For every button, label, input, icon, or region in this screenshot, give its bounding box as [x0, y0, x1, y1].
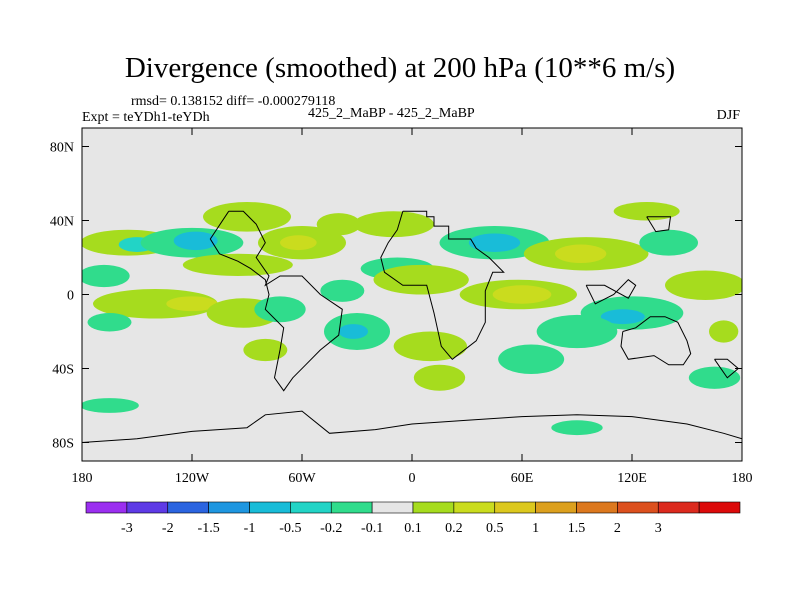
- contour-region: [665, 270, 742, 301]
- x-tick-label: 60W: [288, 471, 316, 486]
- colorbar-swatch: [617, 501, 659, 514]
- colorbar: -3 -2 -1.5 -1 -0.5 -0.2 -0.1 0.1 0.2 0.5 1 1.5 2 3: [85, 501, 741, 536]
- colorbar-label: 1.5: [568, 521, 586, 536]
- contour-region: [551, 420, 603, 436]
- colorbar-swatch: [330, 501, 373, 514]
- colorbar-label: -0.1: [361, 521, 383, 536]
- contour-region: [536, 314, 618, 349]
- stats-line: rmsd= 0.138152 diff= -0.000279118: [131, 94, 336, 109]
- colorbar-label: 3: [655, 521, 662, 536]
- contour-region: [709, 320, 739, 343]
- colorbar-swatch: [453, 501, 496, 514]
- contour-region: [182, 253, 293, 276]
- colorbar-label: 0.5: [486, 521, 504, 536]
- coastline: [209, 210, 343, 392]
- x-axis: 180 120W 60W 0 60E 120E 180: [72, 128, 753, 486]
- x-tick-label: 180: [732, 471, 753, 486]
- colorbar-label: -1.5: [198, 521, 220, 536]
- colorbar-swatch: [412, 501, 455, 514]
- colorbar-label: 0.2: [445, 521, 463, 536]
- contour-region: [82, 264, 130, 288]
- colorbar-swatch: [698, 501, 741, 514]
- y-tick-label: 0: [67, 289, 74, 304]
- coastline: [82, 410, 742, 443]
- contour-region: [173, 231, 218, 251]
- experiment-label: Expt = teYDh1-teYDh: [82, 110, 210, 125]
- contour-region: [87, 313, 132, 332]
- contour-region: [498, 344, 565, 375]
- colorbar-label: 2: [614, 521, 621, 536]
- colorbar-swatch: [208, 501, 250, 514]
- contour-region: [373, 264, 469, 295]
- y-tick-label: 80S: [52, 437, 74, 452]
- contour-region: [254, 296, 306, 323]
- contour-region: [555, 244, 607, 264]
- contour-region: [468, 233, 521, 252]
- y-axis: 80N 40N 0 40S 80S: [50, 141, 742, 452]
- coastline: [380, 210, 505, 360]
- colorbar-label: -3: [121, 521, 133, 536]
- coastline: [646, 216, 672, 233]
- x-tick-label: 120W: [175, 471, 210, 486]
- y-tick-label: 80N: [50, 141, 74, 156]
- colorbar-label: -2: [162, 521, 174, 536]
- colorbar-swatch: [576, 501, 618, 514]
- colorbar-label: -0.2: [320, 521, 342, 536]
- contour-region: [688, 366, 741, 389]
- contour-region: [393, 331, 468, 362]
- colorbar-swatch: [249, 501, 291, 514]
- coastline: [620, 316, 692, 366]
- run-label: 425_2_MaBP - 425_2_MaBP: [308, 106, 475, 121]
- contour-region: [93, 288, 218, 319]
- contour-region: [280, 235, 317, 251]
- chart-title: Divergence (smoothed) at 200 hPa (10**6 …: [124, 52, 676, 84]
- colorbar-swatch: [126, 501, 169, 514]
- season-label: DJF: [716, 108, 740, 123]
- contour-region: [82, 398, 139, 413]
- colorbar-swatch: [85, 501, 128, 514]
- colorbar-label: -1: [244, 521, 256, 536]
- contour-region: [600, 309, 645, 325]
- contour-region: [639, 229, 699, 256]
- colorbar-swatch: [290, 501, 332, 514]
- x-tick-label: 120E: [617, 471, 647, 486]
- colorbar-swatch: [371, 501, 414, 514]
- colorbar-swatch: [657, 501, 700, 514]
- contour-region: [166, 296, 218, 312]
- colorbar-label: 0.1: [404, 521, 422, 536]
- contour-region: [492, 285, 552, 304]
- contour-region: [320, 279, 365, 302]
- coastline: [585, 279, 637, 305]
- x-tick-label: 0: [409, 471, 416, 486]
- colorbar-swatch: [167, 501, 209, 514]
- colorbar-swatch: [494, 501, 536, 514]
- contour-region: [203, 202, 291, 232]
- y-tick-label: 40N: [50, 215, 74, 230]
- colorbar-label: 1: [532, 521, 539, 536]
- contour-region: [613, 202, 680, 221]
- contour-region: [243, 338, 288, 362]
- contour-region: [338, 324, 369, 339]
- y-tick-label: 40S: [52, 363, 74, 378]
- x-tick-label: 60E: [511, 471, 534, 486]
- contour-region: [353, 211, 434, 238]
- colorbar-label: -0.5: [279, 521, 301, 536]
- contour-region: [316, 213, 361, 236]
- colorbar-swatch: [535, 501, 577, 514]
- x-tick-label: 180: [72, 471, 93, 486]
- contour-fill-layer: [82, 202, 742, 436]
- contour-region: [413, 364, 466, 391]
